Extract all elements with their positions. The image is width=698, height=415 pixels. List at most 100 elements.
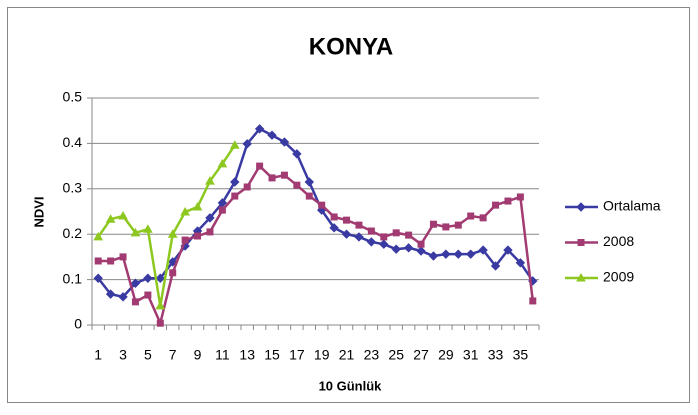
x-tick-label: 31 (463, 347, 479, 363)
data-point (478, 245, 488, 255)
data-point (343, 216, 351, 224)
data-point (229, 140, 240, 149)
data-point (416, 246, 426, 256)
data-point (155, 300, 166, 310)
data-point (441, 249, 451, 259)
data-point (467, 212, 475, 220)
data-point (218, 206, 226, 214)
data-point (94, 257, 102, 265)
x-tick-label: 7 (169, 347, 177, 363)
x-tick-label: 11 (215, 347, 230, 363)
y-tick-label: 0.4 (63, 134, 83, 150)
legend-label: 2009 (603, 269, 634, 285)
data-point (479, 214, 487, 222)
data-point (329, 223, 339, 233)
y-tick-label: 0.3 (63, 180, 83, 196)
data-point (93, 273, 103, 283)
data-point (529, 297, 537, 305)
data-point (355, 221, 363, 229)
data-point (515, 258, 526, 268)
data-point (242, 139, 252, 149)
data-point (380, 233, 388, 241)
y-tick-label: 0.1 (63, 270, 83, 286)
y-axis-label: NDVI (31, 196, 46, 227)
data-point (267, 130, 277, 140)
data-point (504, 197, 512, 205)
x-tick-label: 19 (314, 347, 330, 363)
data-point (205, 176, 215, 185)
data-point (366, 237, 377, 247)
data-point (305, 192, 313, 200)
data-point (231, 192, 239, 200)
data-point (243, 183, 251, 191)
data-point (256, 162, 264, 170)
data-point (268, 174, 276, 182)
data-point (280, 171, 288, 179)
data-point (155, 273, 165, 283)
chart-title: KONYA (309, 33, 393, 60)
x-tick-label: 21 (339, 347, 355, 363)
data-point (405, 231, 413, 239)
data-point (144, 291, 152, 299)
y-tick-label: 0 (74, 316, 82, 332)
x-tick-label: 35 (513, 347, 529, 363)
x-tick-label: 13 (239, 347, 255, 363)
data-point (131, 298, 139, 306)
data-point (403, 243, 414, 253)
data-point (194, 232, 202, 240)
legend-marker (577, 239, 585, 246)
legend-label: Ortalama (603, 198, 661, 214)
x-tick-label: 33 (488, 347, 504, 363)
data-point (293, 181, 301, 189)
y-tick-label: 0.5 (63, 89, 83, 105)
data-point (118, 292, 128, 302)
data-point (367, 227, 375, 235)
data-point (516, 193, 524, 201)
data-point (354, 232, 364, 242)
data-point (230, 177, 240, 187)
data-point (105, 214, 116, 223)
legend-label: 2008 (603, 233, 634, 249)
data-point (417, 240, 425, 248)
data-point (105, 289, 116, 299)
data-point (205, 213, 215, 223)
x-tick-label: 9 (194, 347, 202, 363)
x-tick-label: 25 (388, 347, 404, 363)
x-tick-label: 5 (144, 347, 152, 363)
data-point (119, 253, 127, 261)
data-point (453, 249, 463, 259)
x-tick-label: 29 (438, 347, 454, 363)
x-tick-label: 17 (289, 347, 305, 363)
data-point (429, 220, 437, 228)
data-point (341, 229, 352, 239)
data-point (217, 158, 228, 168)
data-point (130, 278, 141, 288)
data-point (279, 137, 290, 147)
data-point (379, 239, 389, 249)
legend-marker (576, 202, 586, 212)
y-tick-label: 0.2 (63, 225, 83, 241)
data-point (292, 149, 302, 159)
data-point (304, 177, 314, 187)
data-point (392, 229, 400, 237)
data-point (391, 244, 401, 254)
data-point (143, 224, 153, 233)
data-point (492, 201, 500, 209)
data-point (167, 229, 178, 238)
x-tick-label: 15 (264, 347, 280, 363)
data-point (169, 269, 177, 277)
x-tick-label: 1 (94, 347, 102, 363)
data-point (107, 257, 115, 265)
data-point (466, 249, 476, 259)
data-point (143, 273, 153, 283)
data-point (503, 245, 513, 255)
data-point (428, 251, 439, 261)
data-point (490, 261, 501, 271)
data-point (156, 319, 164, 327)
data-point (180, 206, 190, 216)
data-point (168, 257, 178, 267)
x-tick-label: 27 (413, 347, 429, 363)
data-point (254, 124, 265, 134)
data-point (454, 221, 462, 229)
